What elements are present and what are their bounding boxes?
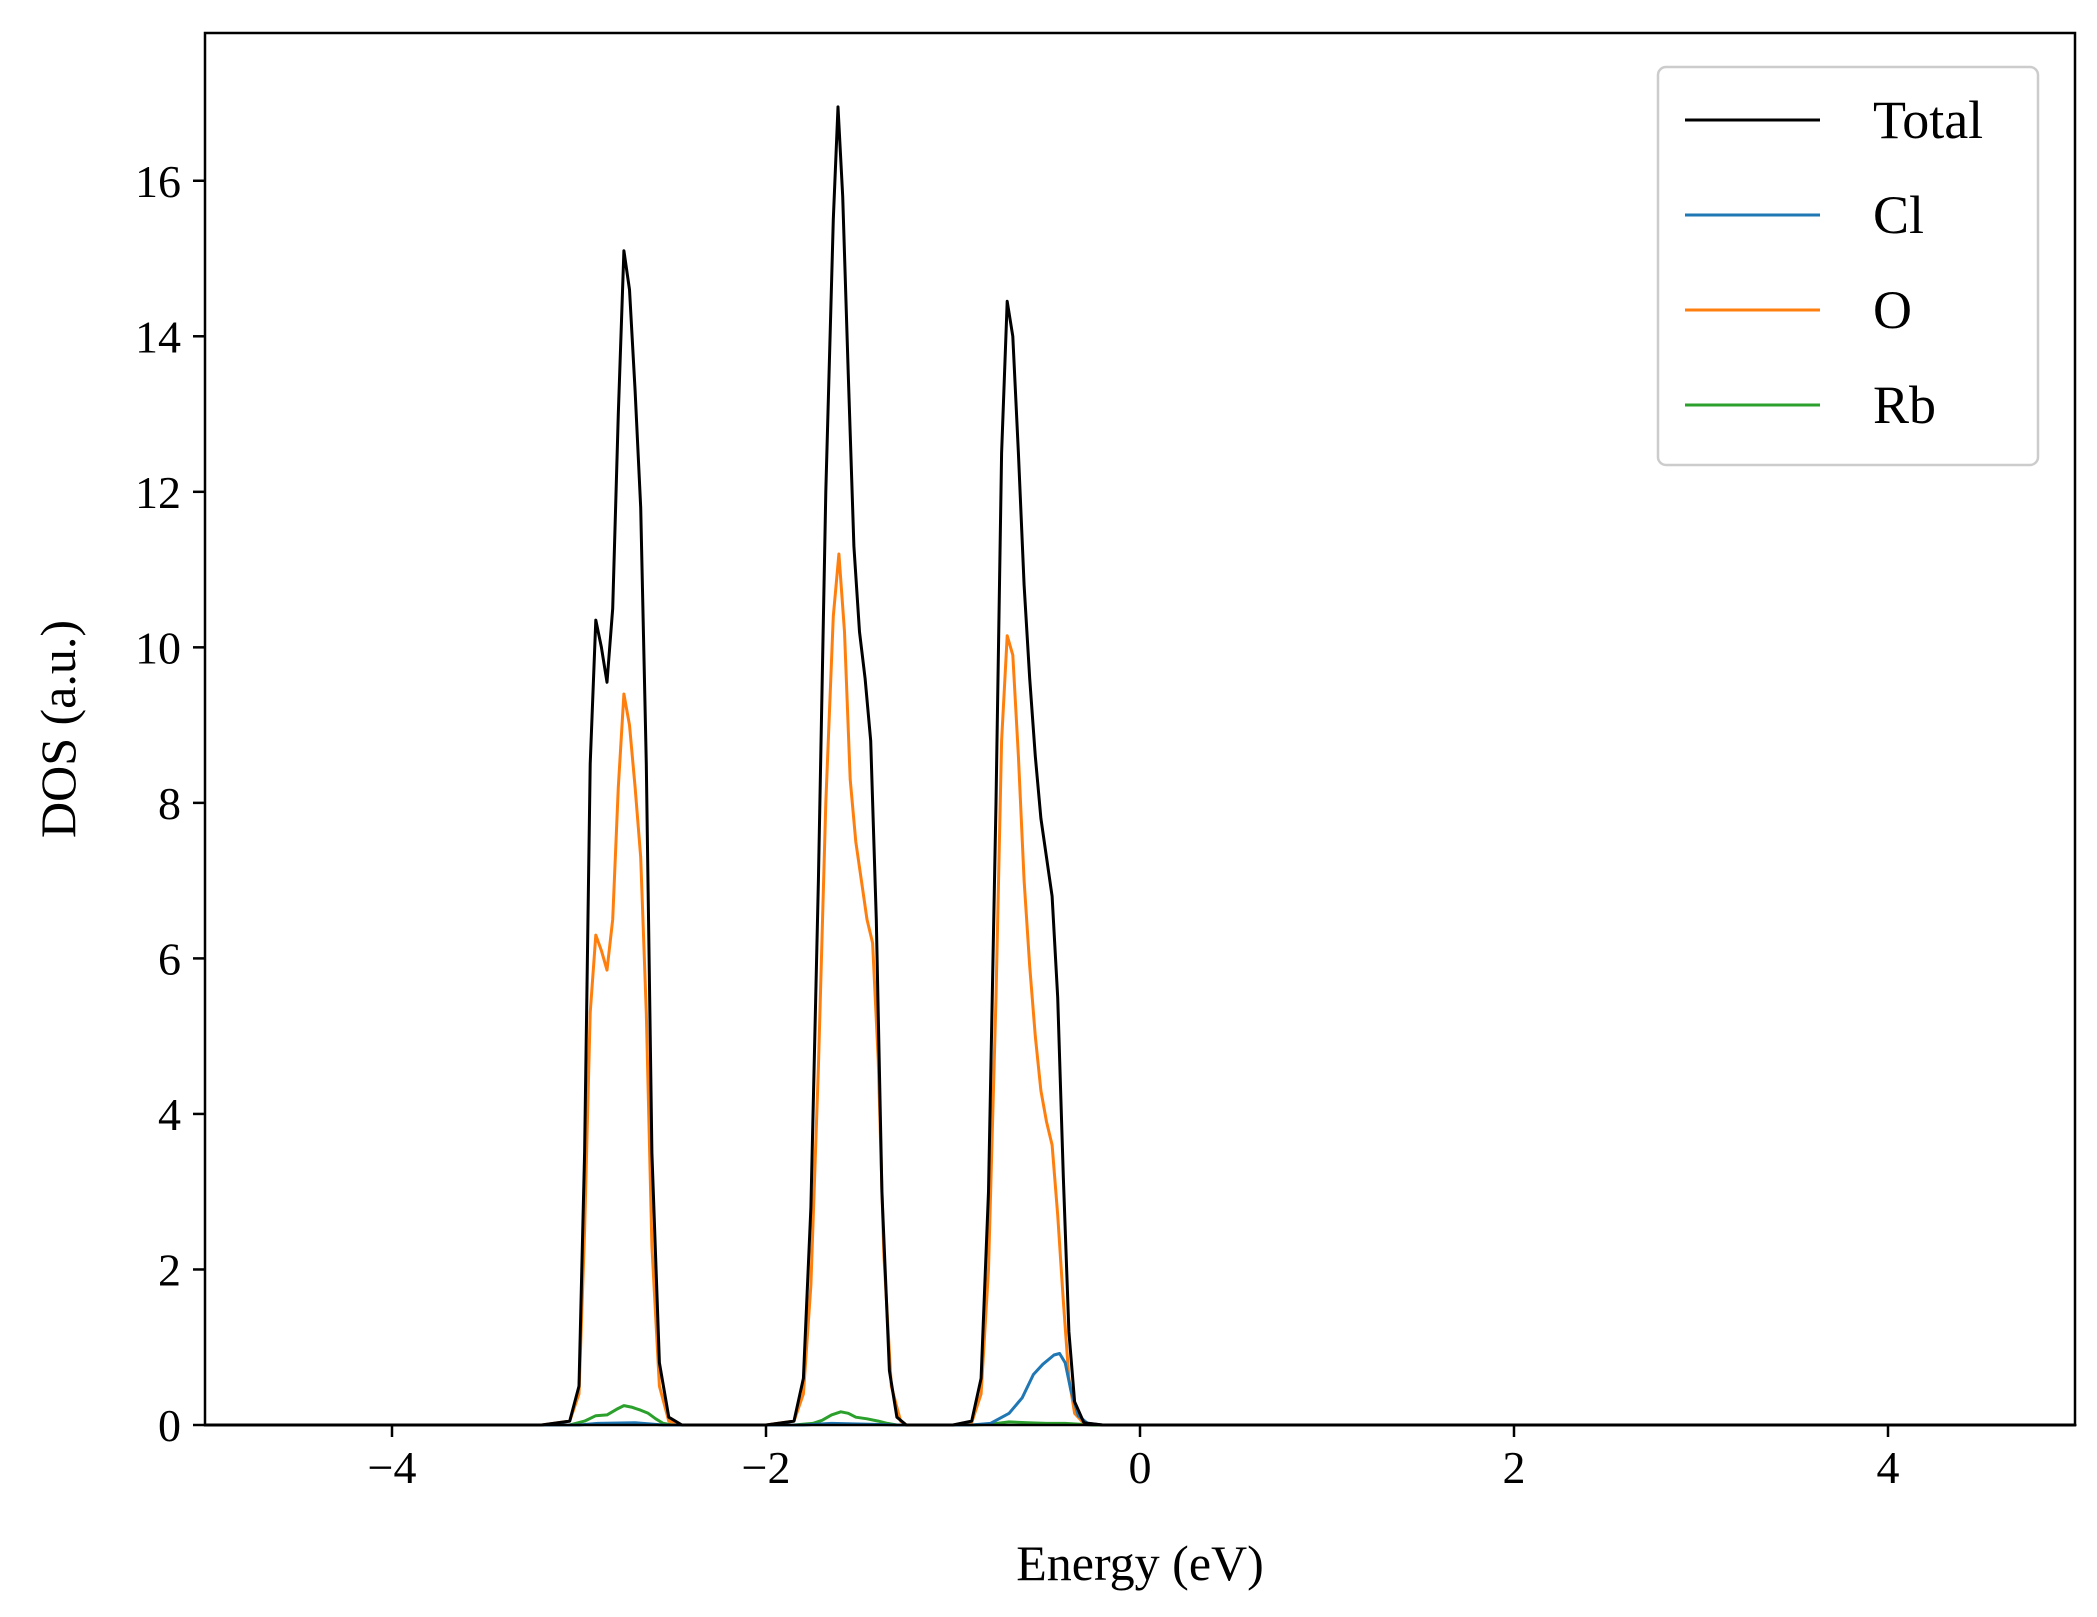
y-tick-label: 4 bbox=[158, 1089, 181, 1140]
y-tick-label: 10 bbox=[135, 622, 181, 673]
series-line-rb bbox=[203, 1404, 2077, 1427]
legend-label-rb: Rb bbox=[1873, 375, 1936, 435]
legend-label-cl: Cl bbox=[1873, 185, 1924, 245]
y-tick-label: 6 bbox=[158, 933, 181, 984]
y-axis: 0 2 4 6 8 10 12 14 16 bbox=[135, 156, 205, 1451]
x-tick-label: 4 bbox=[1877, 1442, 1900, 1493]
y-tick-label: 8 bbox=[158, 778, 181, 829]
y-tick-label: 0 bbox=[158, 1400, 181, 1451]
x-tick-label: −2 bbox=[742, 1442, 791, 1493]
y-tick-label: 2 bbox=[158, 1244, 181, 1295]
legend-label-o: O bbox=[1873, 280, 1912, 340]
x-axis-title: Energy (eV) bbox=[1016, 1535, 1264, 1591]
legend-label-total: Total bbox=[1873, 90, 1983, 150]
y-tick-label: 16 bbox=[135, 156, 181, 207]
x-axis: −4 −2 0 2 4 bbox=[368, 1425, 1900, 1493]
x-tick-label: −4 bbox=[368, 1442, 417, 1493]
series-line-total bbox=[203, 105, 2077, 1427]
x-tick-label: 0 bbox=[1129, 1442, 1152, 1493]
y-axis-title: DOS (a.u.) bbox=[30, 620, 86, 838]
legend: Total Cl O Rb bbox=[1656, 65, 2040, 467]
x-tick-label: 2 bbox=[1503, 1442, 1526, 1493]
y-tick-label: 14 bbox=[135, 311, 181, 362]
y-tick-label: 12 bbox=[135, 467, 181, 518]
series-line-o bbox=[203, 552, 2077, 1427]
legend-box bbox=[1656, 65, 2040, 467]
